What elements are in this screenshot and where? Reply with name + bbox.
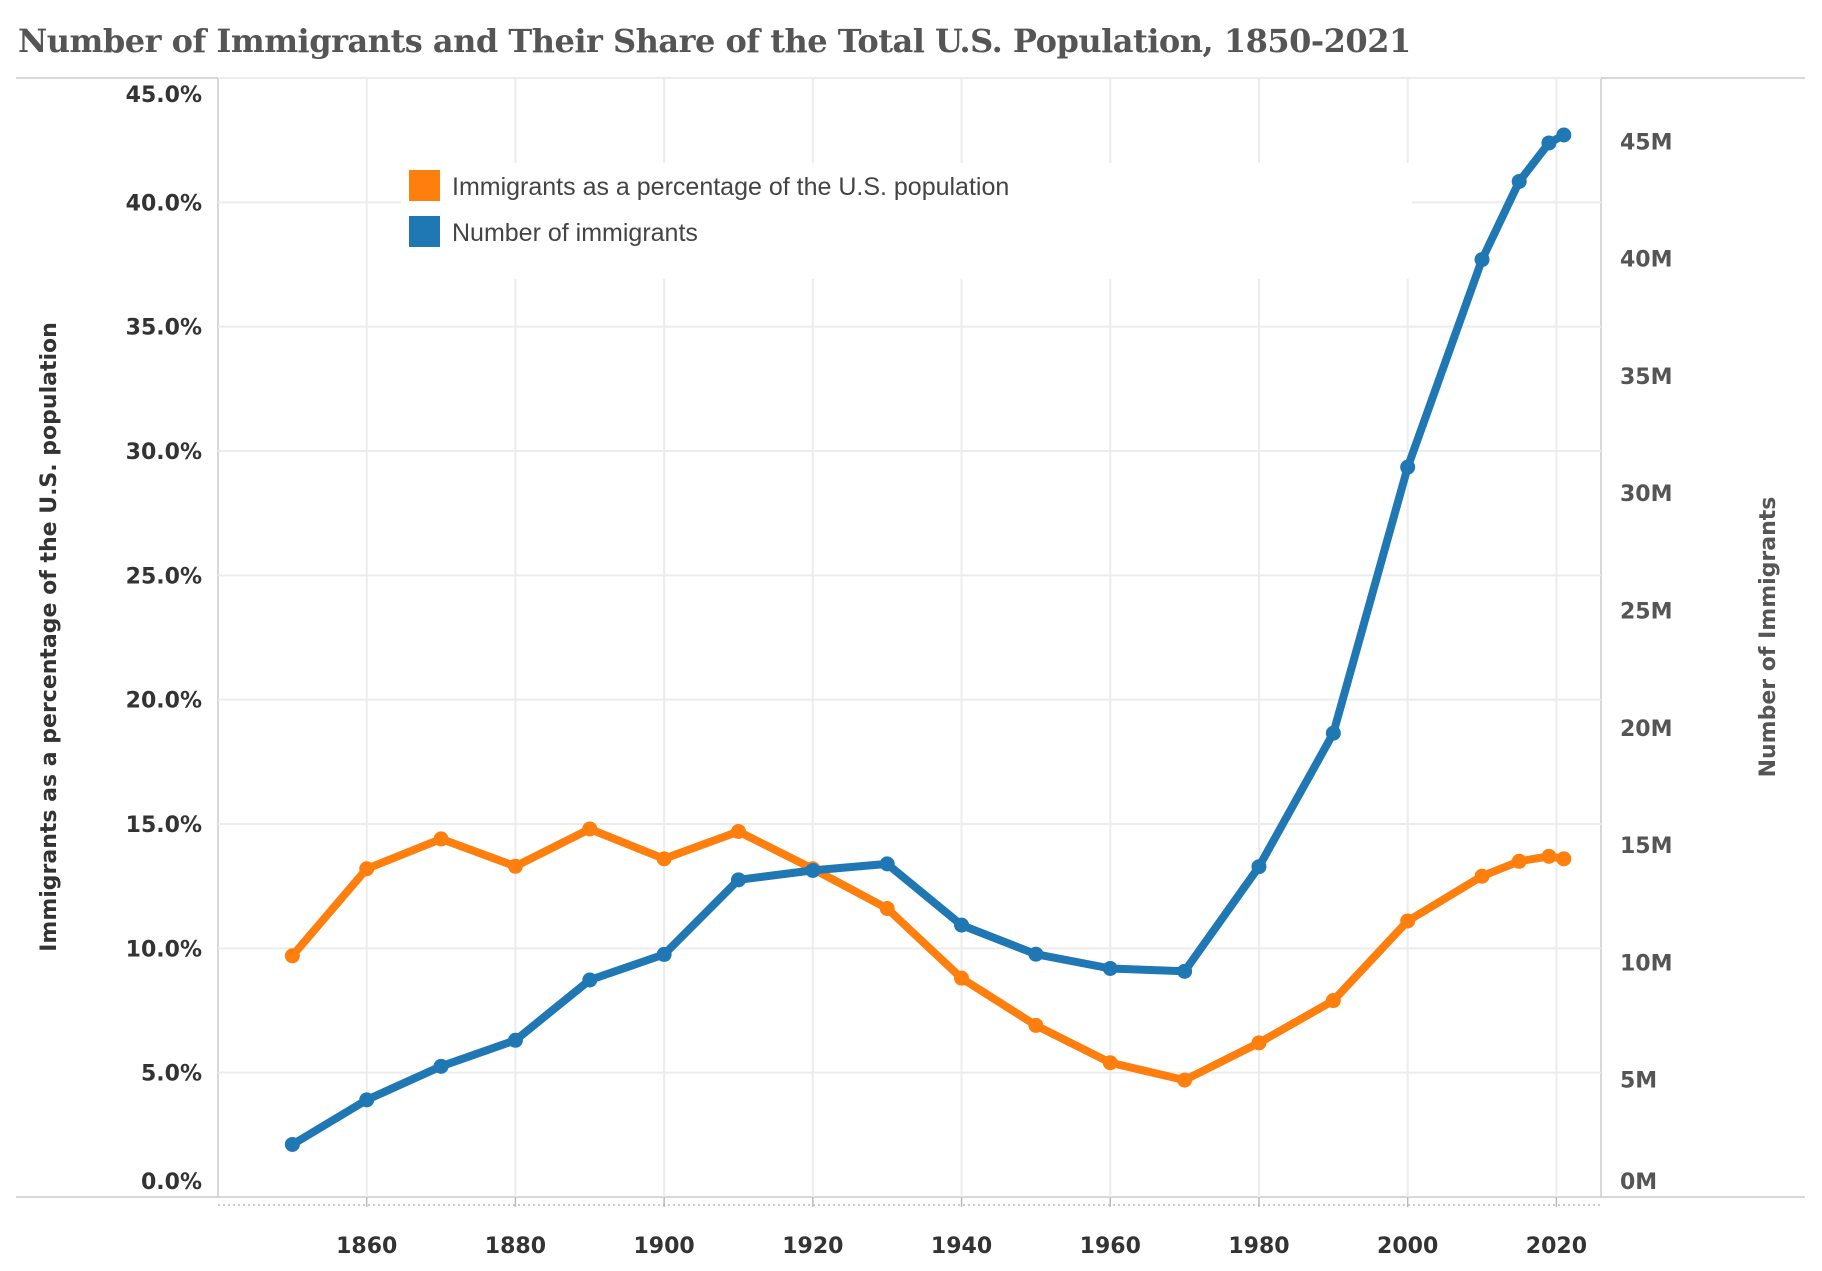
- data-point: [1102, 961, 1118, 977]
- y-left-tick-label: 5.0%: [141, 1062, 202, 1087]
- y-right-tick-label: 15M: [1620, 834, 1673, 859]
- data-point: [1177, 1072, 1193, 1088]
- data-point: [359, 861, 375, 877]
- data-point: [582, 972, 598, 988]
- data-point: [656, 851, 672, 867]
- x-tick-label: 1980: [1228, 1234, 1289, 1259]
- data-point: [1541, 848, 1557, 864]
- y-left-tick-label: 40.0%: [126, 191, 202, 216]
- data-point: [1028, 946, 1044, 962]
- x-tick-label: 1940: [931, 1234, 992, 1259]
- y-left-tick-label: 0.0%: [141, 1170, 202, 1195]
- data-point: [433, 831, 449, 847]
- data-point: [1028, 1017, 1044, 1033]
- data-point: [507, 858, 523, 874]
- data-point: [730, 823, 746, 839]
- data-point: [656, 946, 672, 962]
- y-left-tick-label: 20.0%: [126, 689, 202, 714]
- y-left-tick-label: 45.0%: [126, 83, 202, 108]
- data-point: [582, 821, 598, 837]
- y-right-tick-label: 45M: [1620, 130, 1673, 155]
- data-point: [1400, 459, 1416, 475]
- chart-title: Number of Immigrants and Their Share of …: [18, 22, 1411, 60]
- y-left-tick-label: 25.0%: [126, 564, 202, 589]
- y-left-tick-label: 35.0%: [126, 316, 202, 341]
- data-point: [1511, 853, 1527, 869]
- series-line-number: [288, 131, 1568, 1149]
- legend-label: Number of immigrants: [452, 219, 698, 247]
- y-right-tick-label: 30M: [1620, 482, 1673, 507]
- data-point: [1251, 1035, 1267, 1051]
- data-point: [879, 856, 895, 872]
- legend-label: Immigrants as a percentage of the U.S. p…: [452, 173, 1009, 201]
- y-left-tick-label: 15.0%: [126, 813, 202, 838]
- y-right-axis-title: Number of Immigrants: [1756, 497, 1781, 778]
- data-point: [1556, 127, 1572, 143]
- y-right-tick-label: 40M: [1620, 248, 1673, 273]
- x-tick-label: 1860: [336, 1234, 397, 1259]
- data-point: [1511, 173, 1527, 189]
- data-point: [284, 948, 300, 964]
- legend-swatch: [409, 170, 440, 201]
- data-point: [1556, 851, 1572, 867]
- data-point: [730, 872, 746, 888]
- data-point: [284, 1136, 300, 1152]
- data-point: [359, 1092, 375, 1108]
- data-point: [507, 1032, 523, 1048]
- data-point: [1325, 993, 1341, 1009]
- y-left-axis-title: Immigrants as a percentage of the U.S. p…: [37, 322, 62, 952]
- x-tick-label: 2000: [1377, 1234, 1438, 1259]
- legend-box: [401, 163, 1412, 279]
- data-point: [1102, 1055, 1118, 1071]
- y-right-tick-label: 35M: [1620, 365, 1673, 390]
- y-right-tick-label: 10M: [1620, 951, 1673, 976]
- y-right-tick-label: 20M: [1620, 717, 1673, 742]
- x-tick-label: 2020: [1526, 1234, 1587, 1259]
- data-point: [805, 862, 821, 878]
- data-point: [954, 917, 970, 933]
- legend-swatch: [409, 216, 440, 247]
- y-right-tick-label: 0M: [1620, 1170, 1657, 1195]
- data-point: [1541, 135, 1557, 151]
- data-point: [1325, 725, 1341, 741]
- data-point: [1177, 963, 1193, 979]
- y-right-tick-label: 25M: [1620, 600, 1673, 625]
- data-point: [954, 970, 970, 986]
- y-left-tick-label: 10.0%: [126, 937, 202, 962]
- x-tick-label: 1880: [485, 1234, 546, 1259]
- x-tick-label: 1900: [634, 1234, 695, 1259]
- data-point: [1474, 868, 1490, 884]
- y-left-tick-label: 30.0%: [126, 440, 202, 465]
- data-point: [1251, 859, 1267, 875]
- data-point: [1400, 913, 1416, 929]
- data-point: [879, 901, 895, 917]
- series-line-percentage: [288, 825, 1568, 1085]
- data-point: [433, 1058, 449, 1074]
- y-right-tick-label: 5M: [1620, 1069, 1657, 1094]
- data-point: [1474, 252, 1490, 268]
- x-tick-label: 1920: [782, 1234, 843, 1259]
- x-tick-label: 1960: [1080, 1234, 1141, 1259]
